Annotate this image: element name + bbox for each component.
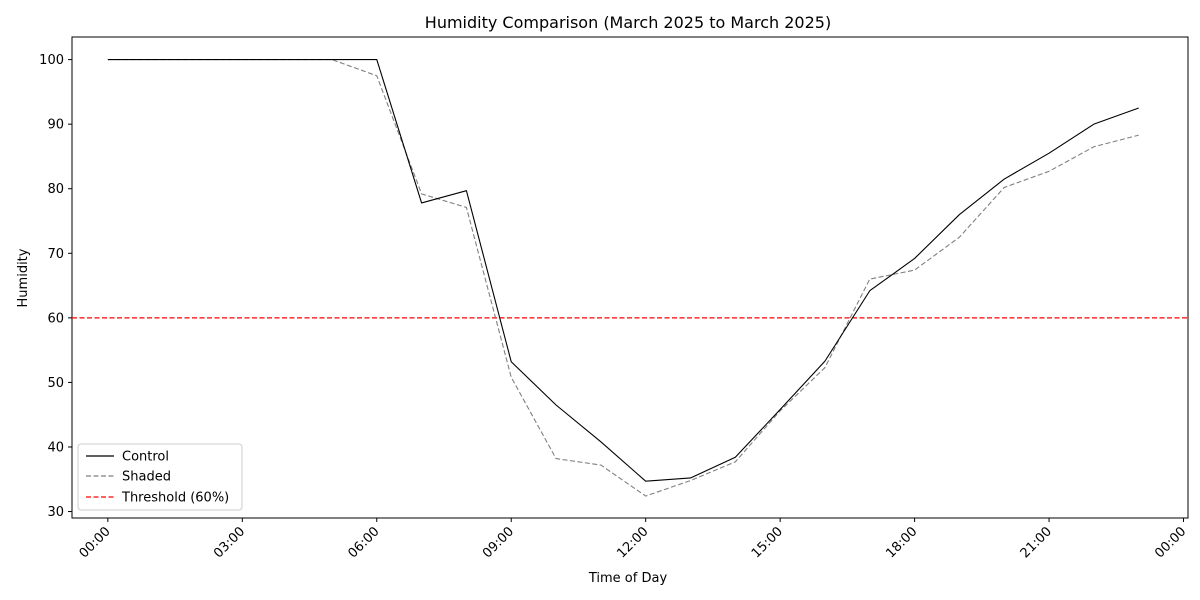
y-tick-label: 50	[47, 376, 64, 391]
legend-label-shaded: Shaded	[122, 470, 171, 485]
series-line-shaded	[107, 59, 1139, 497]
x-tick-label: 12:00	[614, 524, 651, 561]
x-tick-label: 15:00	[749, 524, 786, 561]
x-tick-label: 06:00	[345, 524, 382, 561]
x-tick-label: 03:00	[211, 524, 248, 561]
y-tick-label: 30	[47, 505, 64, 520]
x-tick-label: 00:00	[77, 524, 114, 561]
y-tick-label: 60	[47, 311, 64, 326]
legend: Control Shaded Threshold (60%)	[77, 443, 243, 511]
legend-label-threshold: Threshold (60%)	[121, 491, 229, 506]
x-axis-title: Time of Day	[588, 571, 668, 586]
y-axis: 30 40 50 60 70 80 90 100	[39, 53, 72, 520]
legend-frame	[77, 443, 243, 511]
plot-area-frame	[71, 36, 1189, 519]
chart-title: Humidity Comparison (March 2025 to March…	[425, 13, 831, 32]
x-axis: 00:00 03:00 06:00 09:00 12:00 15:00 18:00 21:00…	[77, 518, 1189, 561]
x-tick-label: 18:00	[883, 524, 920, 561]
y-tick-label: 70	[47, 247, 64, 262]
x-tick-label: 21:00	[1018, 524, 1055, 561]
y-tick-label: 90	[47, 118, 64, 133]
series-layer	[107, 59, 1139, 497]
y-tick-label: 40	[47, 440, 64, 455]
legend-label-control: Control	[122, 450, 169, 465]
x-tick-label: 00:00	[1152, 524, 1189, 561]
y-axis-title: Humidity	[16, 248, 31, 307]
x-tick-label: 09:00	[480, 524, 517, 561]
y-tick-label: 100	[39, 53, 64, 68]
series-line-control	[107, 59, 1139, 482]
y-tick-label: 80	[47, 182, 64, 197]
